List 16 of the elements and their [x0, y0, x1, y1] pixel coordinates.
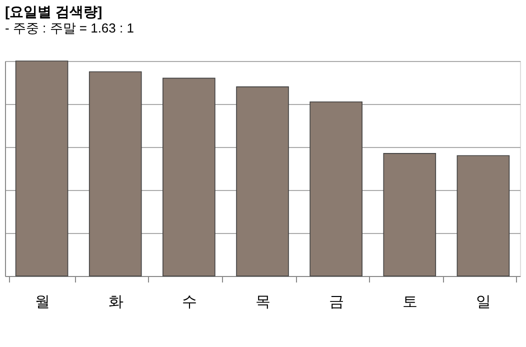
bar — [88, 71, 142, 276]
bar — [456, 155, 510, 276]
x-tick-label: 토 — [402, 294, 418, 310]
bar — [310, 101, 362, 276]
chart-subtitle: - 주중 : 주말 = 1.63 : 1 — [5, 20, 134, 36]
chart-title: [요일별 검색량] — [5, 4, 102, 20]
x-tick-label: 금 — [329, 294, 344, 310]
x-tick-label: 화 — [108, 294, 124, 310]
bar — [236, 86, 289, 276]
x-tick-label: 수 — [182, 294, 197, 310]
x-tick-label: 목 — [256, 294, 270, 310]
x-tick-label: 월 — [34, 294, 50, 310]
x-tick-label: 일 — [476, 294, 492, 310]
bar — [383, 153, 436, 276]
bar — [15, 60, 68, 276]
bar — [162, 78, 216, 276]
